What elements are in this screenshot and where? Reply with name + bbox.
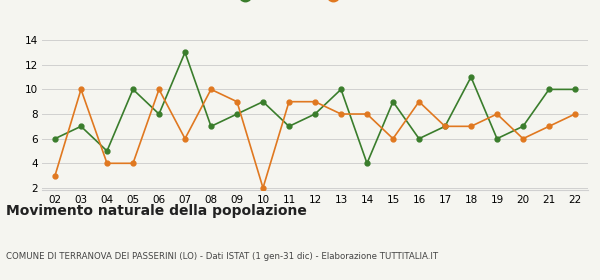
Text: Movimento naturale della popolazione: Movimento naturale della popolazione — [6, 204, 307, 218]
Legend: Nascite, Decessi: Nascite, Decessi — [227, 0, 403, 7]
Text: COMUNE DI TERRANOVA DEI PASSERINI (LO) - Dati ISTAT (1 gen-31 dic) - Elaborazion: COMUNE DI TERRANOVA DEI PASSERINI (LO) -… — [6, 252, 438, 261]
